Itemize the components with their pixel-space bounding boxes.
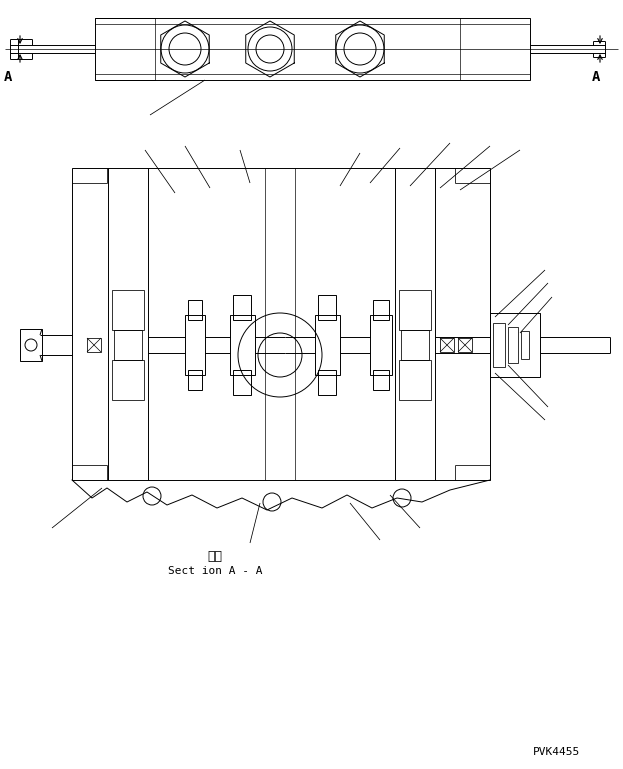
Bar [370, 315, 392, 375]
Text: Sect ion A - A: Sect ion A - A [168, 566, 262, 576]
Text: 断面: 断面 [207, 550, 222, 562]
Bar [114, 330, 142, 360]
Text: A: A [4, 70, 12, 84]
Bar [315, 315, 340, 375]
Bar [440, 338, 454, 352]
Bar [95, 18, 530, 80]
Bar [490, 313, 540, 377]
Bar [230, 315, 255, 375]
Bar [399, 360, 431, 400]
Bar [188, 300, 202, 320]
Bar [458, 338, 472, 352]
Bar [112, 360, 144, 400]
Bar [188, 370, 202, 390]
Bar [87, 338, 101, 352]
Bar [373, 300, 389, 320]
Bar [399, 290, 431, 330]
Bar [233, 295, 251, 320]
Bar [72, 168, 490, 480]
Bar [493, 323, 505, 367]
Bar [373, 370, 389, 390]
Bar [185, 315, 205, 375]
Bar [521, 331, 529, 359]
Bar [508, 327, 518, 363]
Bar [233, 370, 251, 395]
Text: PVK4455: PVK4455 [533, 747, 580, 757]
Bar [112, 290, 144, 330]
Bar [318, 295, 336, 320]
Bar [20, 329, 42, 361]
Bar [401, 330, 429, 360]
Text: A: A [592, 70, 600, 84]
Bar [318, 370, 336, 395]
